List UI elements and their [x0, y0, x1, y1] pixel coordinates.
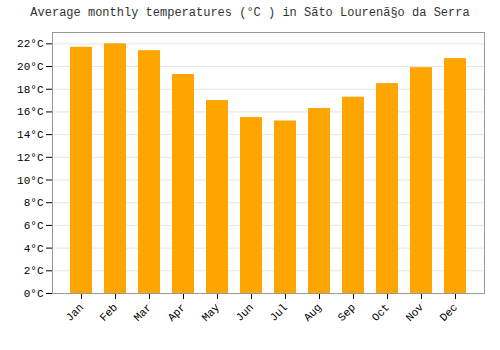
svg-text:6°C: 6°C — [24, 220, 44, 232]
svg-text:8°C: 8°C — [24, 197, 44, 209]
svg-text:2°C: 2°C — [24, 265, 44, 277]
svg-text:Mar: Mar — [132, 301, 154, 323]
svg-text:Aug: Aug — [302, 301, 324, 323]
svg-text:4°C: 4°C — [24, 243, 44, 255]
svg-text:Jul: Jul — [268, 301, 290, 323]
svg-text:Jan: Jan — [64, 301, 86, 323]
svg-text:May: May — [200, 301, 223, 324]
svg-text:Feb: Feb — [98, 301, 120, 323]
svg-text:Sep: Sep — [336, 301, 358, 323]
svg-text:18°C: 18°C — [17, 84, 44, 96]
svg-text:10°C: 10°C — [17, 175, 44, 187]
svg-text:12°C: 12°C — [17, 152, 44, 164]
svg-text:Apr: Apr — [166, 301, 188, 323]
svg-text:Dec: Dec — [438, 301, 460, 323]
svg-text:Nov: Nov — [404, 301, 427, 324]
svg-text:Jun: Jun — [234, 301, 256, 323]
svg-text:16°C: 16°C — [17, 106, 44, 118]
svg-text:20°C: 20°C — [17, 61, 44, 73]
svg-text:22°C: 22°C — [17, 38, 44, 50]
svg-text:14°C: 14°C — [17, 129, 44, 141]
svg-text:0°C: 0°C — [24, 288, 44, 300]
svg-text:Oct: Oct — [370, 301, 392, 323]
html-text:Average monthly temperatures (: Average monthly temperatures (°C ) in Sã… — [30, 6, 470, 20]
